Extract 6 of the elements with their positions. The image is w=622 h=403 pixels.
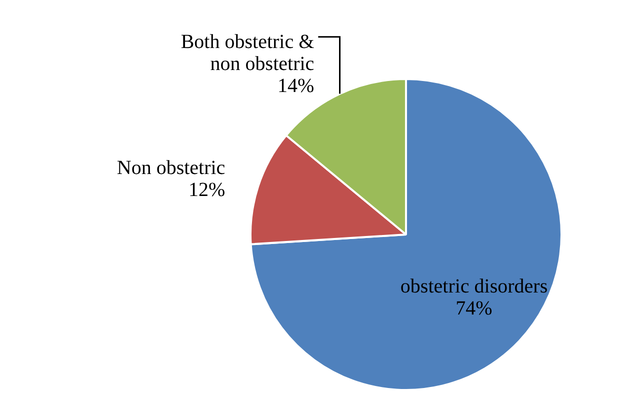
slice-label: obstetric disorders [400, 276, 548, 298]
data-label: 14% [277, 75, 314, 98]
slice-label: Non obstetric [116, 156, 226, 179]
data-label: 12% [188, 178, 226, 201]
slice-label: Both obstetric & non obstetric [180, 31, 315, 76]
data-label: 74% [456, 298, 492, 320]
